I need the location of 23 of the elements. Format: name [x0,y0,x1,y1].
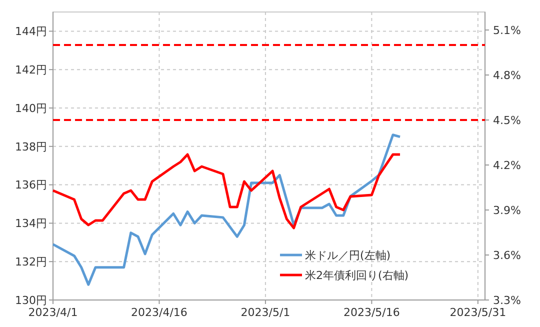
y-tick-label: 130円 [15,294,47,307]
y-tick-label: 136円 [15,178,47,192]
x-tick-label: 2023/4/1 [28,306,78,319]
legend-label: 米2年債利回り(右軸) [305,268,409,282]
y2-tick-label: 4.5% [493,114,521,127]
x-tick-label: 2023/5/31 [450,306,506,319]
y2-tick-label: 3.3% [493,294,521,307]
y-tick-label: 140円 [15,102,47,115]
y2-tick-label: 4.8% [493,68,521,82]
line-series [52,153,402,230]
legend-label: 米ドル／円(左軸) [305,248,391,262]
x-tick-label: 2023/5/16 [343,306,400,319]
y-tick-label: 134円 [15,217,47,230]
y2-tick-label: 5.1% [493,24,521,37]
y2-tick-label: 4.2% [493,158,521,172]
x-tick-label: 2023/4/16 [131,306,188,319]
y2-tick-label: 3.9% [493,204,521,217]
y-tick-label: 138円 [15,140,47,154]
y-tick-label: 144円 [15,25,47,38]
y2-tick-label: 3.6% [493,248,521,262]
x-tick-label: 2023/5/1 [240,306,290,319]
y-tick-label: 142円 [15,63,47,76]
y-tick-label: 132円 [15,255,47,268]
